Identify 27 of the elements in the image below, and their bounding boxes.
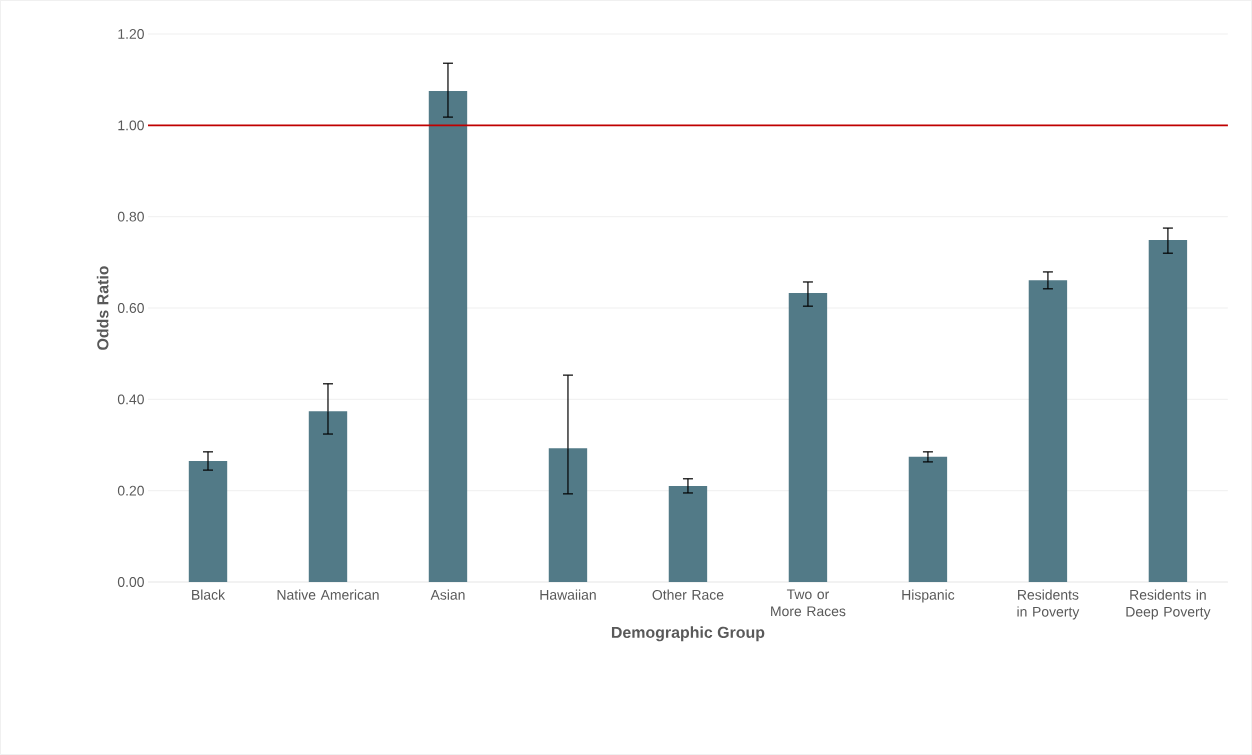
bar [1028, 280, 1068, 582]
y-tick-label: 1.20 [118, 29, 144, 39]
bar [308, 411, 348, 582]
y-tick-label: 0.00 [117, 577, 144, 587]
bar [1148, 239, 1188, 582]
x-tick-label: Hispanic [902, 589, 955, 603]
y-axis-title: Odds Ratio [96, 266, 109, 350]
y-tick-label: 0.60 [117, 303, 144, 313]
x-tick-label: Other Race [652, 589, 724, 600]
bar [908, 456, 948, 582]
y-tick-label: 1.00 [118, 120, 144, 131]
y-tick-label: 0.20 [117, 485, 144, 496]
bar [188, 460, 228, 582]
x-tick-label: Residents in Deep Poverty [1126, 589, 1211, 620]
x-tick-label: Asian [430, 589, 465, 600]
x-axis-title: Demographic Group [611, 626, 765, 642]
x-tick-label: Black [192, 589, 226, 600]
bar [428, 91, 468, 582]
bar [548, 448, 588, 582]
y-tick-label: 0.80 [117, 211, 144, 222]
x-tick-label: Residents in Poverty [1017, 589, 1080, 620]
y-tick-label: 0.40 [117, 394, 144, 405]
bar [668, 486, 708, 582]
x-tick-label: Hawaiian [540, 589, 596, 600]
x-tick-label: Two or More Races [771, 589, 846, 617]
bar [788, 292, 828, 582]
x-tick-label: Native American [277, 589, 379, 600]
